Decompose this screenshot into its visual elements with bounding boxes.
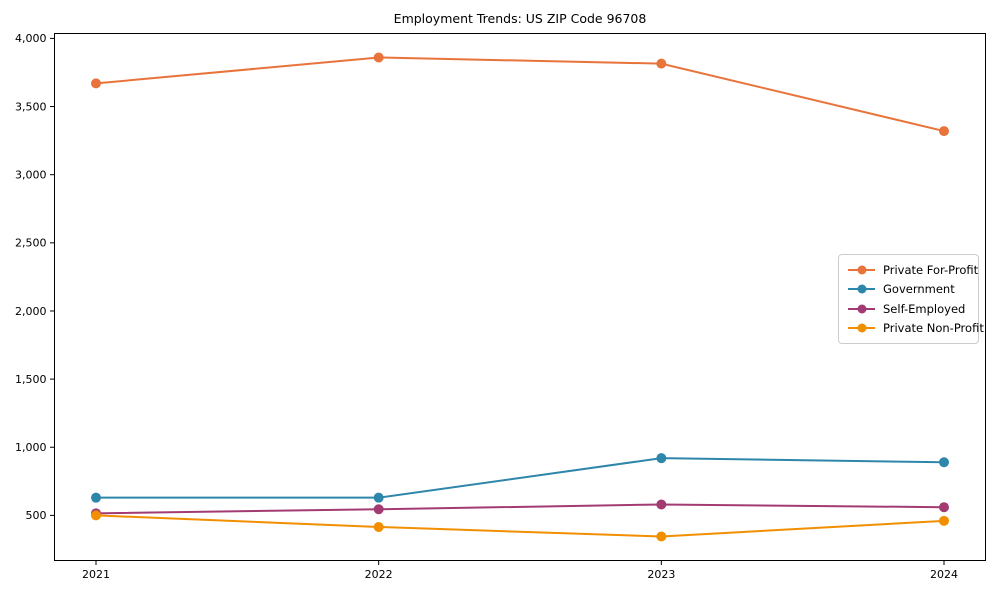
y-tick-label: 3,000 (15, 168, 47, 181)
data-point-government-2021 (91, 492, 101, 503)
legend-line-marker-icon (848, 268, 875, 271)
legend-line-marker-icon (848, 288, 875, 291)
data-point-self-employed-2023 (656, 499, 667, 510)
legend-line-marker-icon (848, 307, 875, 310)
data-point-private-non-profit-2024 (939, 515, 949, 526)
data-point-private-for-profit-2023 (656, 58, 667, 69)
x-tick-label: 2022 (365, 568, 393, 581)
data-point-private-for-profit-2022 (373, 52, 384, 63)
x-tick-label: 2023 (647, 568, 675, 581)
y-tick-label: 2,000 (15, 305, 47, 318)
series-line-private-for-profit (95, 56, 945, 133)
data-point-private-non-profit-2022 (373, 521, 384, 532)
legend-label: Private Non-Profit (883, 321, 984, 336)
y-tick-label: 4,000 (15, 32, 47, 45)
legend: Private For-Profit Government Self-Employe… (838, 254, 984, 344)
legend-line-marker-icon (848, 327, 875, 330)
data-point-government-2022 (373, 492, 384, 503)
x-tick-label: 2021 (82, 568, 110, 581)
legend-label: Self-Employed (883, 301, 966, 316)
chart-title: Employment Trends: US ZIP Code 96708 (393, 11, 647, 26)
y-tick-label: 3,500 (15, 100, 47, 113)
plot-frame (54, 33, 986, 561)
data-point-government-2024 (939, 457, 949, 468)
legend-label: Private For-Profit (883, 262, 979, 277)
series-line-government (95, 457, 945, 499)
data-point-private-for-profit-2024 (939, 126, 949, 137)
y-tick-label: 500 (26, 509, 47, 522)
series-line-private-non-profit (95, 514, 945, 538)
data-point-private-non-profit-2023 (656, 531, 667, 542)
legend-item-private-for-profit: Private For-Profit (848, 260, 978, 280)
y-tick-label: 1,000 (15, 441, 47, 454)
y-tick-label: 2,500 (15, 237, 47, 250)
data-point-self-employed-2022 (373, 504, 384, 515)
data-point-self-employed-2024 (939, 502, 949, 513)
legend-label: Government (883, 282, 955, 297)
x-tick-label: 2024 (930, 568, 958, 581)
y-tick-label: 1,500 (15, 373, 47, 386)
series-line-self-employed (95, 503, 945, 515)
data-point-government-2023 (656, 453, 667, 464)
legend-item-private-non-profit: Private Non-Profit (848, 319, 984, 339)
data-point-private-for-profit-2021 (91, 78, 101, 89)
legend-item-self-employed: Self-Employed (848, 299, 971, 319)
legend-item-government: Government (848, 280, 971, 300)
data-point-private-non-profit-2021 (91, 510, 101, 521)
